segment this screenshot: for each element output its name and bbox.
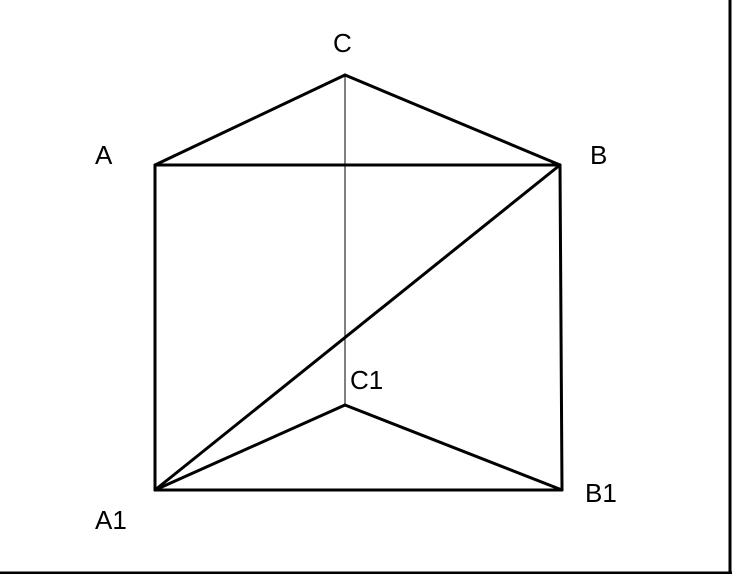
label-A: A — [95, 140, 112, 171]
label-B1: B1 — [585, 478, 617, 509]
crop-border — [0, 0, 732, 574]
edge-B-B1 — [560, 165, 562, 490]
edge-A1-B — [155, 165, 560, 490]
label-C: C — [333, 28, 352, 59]
label-C1: C1 — [350, 365, 383, 396]
edges — [155, 75, 562, 490]
edge-C-B — [345, 75, 560, 165]
edge-C1-B1 — [345, 405, 562, 490]
edge-A1-C1 — [155, 405, 345, 490]
label-A1: A1 — [95, 505, 127, 536]
label-B: B — [590, 140, 607, 171]
edge-A-C — [155, 75, 345, 165]
prism-diagram — [0, 0, 732, 574]
